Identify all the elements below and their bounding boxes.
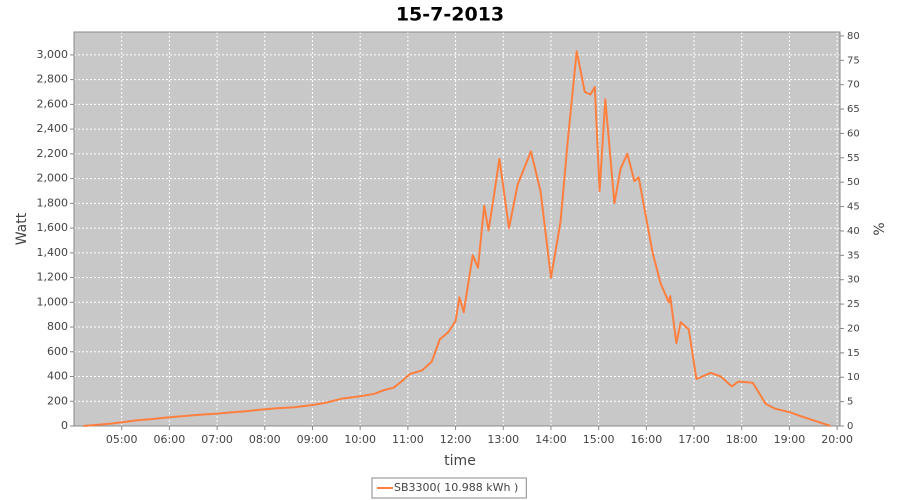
- y2-tick-label: 80: [847, 31, 860, 42]
- x-tick-label: 06:00: [154, 433, 186, 446]
- x-tick-label: 12:00: [440, 433, 472, 446]
- x-tick-label: 05:00: [106, 433, 138, 446]
- x-tick-label: 15:00: [583, 433, 615, 446]
- x-tick-label: 18:00: [726, 433, 758, 446]
- y2-tick-label: 25: [847, 299, 860, 310]
- y2-tick-label: 20: [847, 323, 860, 334]
- y-axis-label: Watt: [14, 212, 30, 245]
- y2-tick-label: 75: [847, 55, 860, 66]
- x-tick-label: 09:00: [297, 433, 329, 446]
- y2-tick-label: 15: [847, 348, 860, 359]
- legend-box: [371, 477, 527, 499]
- legend-label: SB3300( 10.988 kWh ): [394, 481, 518, 494]
- series-line: [83, 50, 831, 427]
- x-tick-label: 11:00: [392, 433, 424, 446]
- y2-tick-label: 55: [847, 153, 860, 164]
- y-tick-label: 1,800: [37, 196, 69, 209]
- y-tick-label: 400: [47, 370, 68, 383]
- x-tick-label: 17:00: [678, 433, 710, 446]
- y-tick-label: 1,200: [37, 271, 69, 284]
- x-tick-label: 08:00: [249, 433, 281, 446]
- y2-tick-label: 5: [847, 397, 853, 408]
- y-tick-label: 2,800: [37, 73, 69, 86]
- y-tick-label: 1,400: [37, 246, 69, 259]
- x-tick-label: 19:00: [774, 433, 806, 446]
- y-tick-label: 1,000: [37, 295, 69, 308]
- y2-tick-label: 70: [847, 80, 860, 91]
- y2-tick-label: 35: [847, 250, 860, 261]
- y2-tick-label: 45: [847, 202, 860, 213]
- y2-axis-label: %: [872, 222, 888, 235]
- y2-tick-label: 50: [847, 177, 860, 188]
- plot-area: [74, 32, 840, 426]
- y-tick-label: 3,000: [37, 48, 69, 61]
- y-tick-label: 800: [47, 320, 68, 333]
- x-tick-label: 13:00: [487, 433, 519, 446]
- y2-tick-label: 30: [847, 275, 860, 286]
- y-tick-label: 1,600: [37, 221, 69, 234]
- y-tick-label: 2,200: [37, 147, 69, 160]
- x-axis-label: time: [444, 453, 476, 469]
- y-tick-label: 200: [47, 394, 68, 407]
- y2-tick-label: 65: [847, 104, 860, 115]
- y-tick-label: 2,600: [37, 97, 69, 110]
- legend: SB3300( 10.988 kWh ): [371, 477, 527, 499]
- y-tick-label: 2,400: [37, 122, 69, 135]
- x-tick-label: 10:00: [344, 433, 376, 446]
- x-tick-label: 07:00: [201, 433, 233, 446]
- chart-title: 15-7-2013: [396, 4, 504, 26]
- x-tick-label: 14:00: [535, 433, 567, 446]
- y2-tick-label: 40: [847, 226, 860, 237]
- y2-tick-label: 60: [847, 128, 860, 139]
- x-tick-label: 16:00: [631, 433, 663, 446]
- y2-tick-label: 10: [847, 372, 860, 383]
- plot-border: [73, 31, 841, 427]
- y2-tick-label: 0: [847, 421, 853, 432]
- x-tick-label: 20:00: [821, 433, 853, 446]
- y-tick-label: 2,000: [37, 172, 69, 185]
- y-tick-label: 0: [61, 419, 68, 432]
- y-tick-label: 600: [47, 345, 68, 358]
